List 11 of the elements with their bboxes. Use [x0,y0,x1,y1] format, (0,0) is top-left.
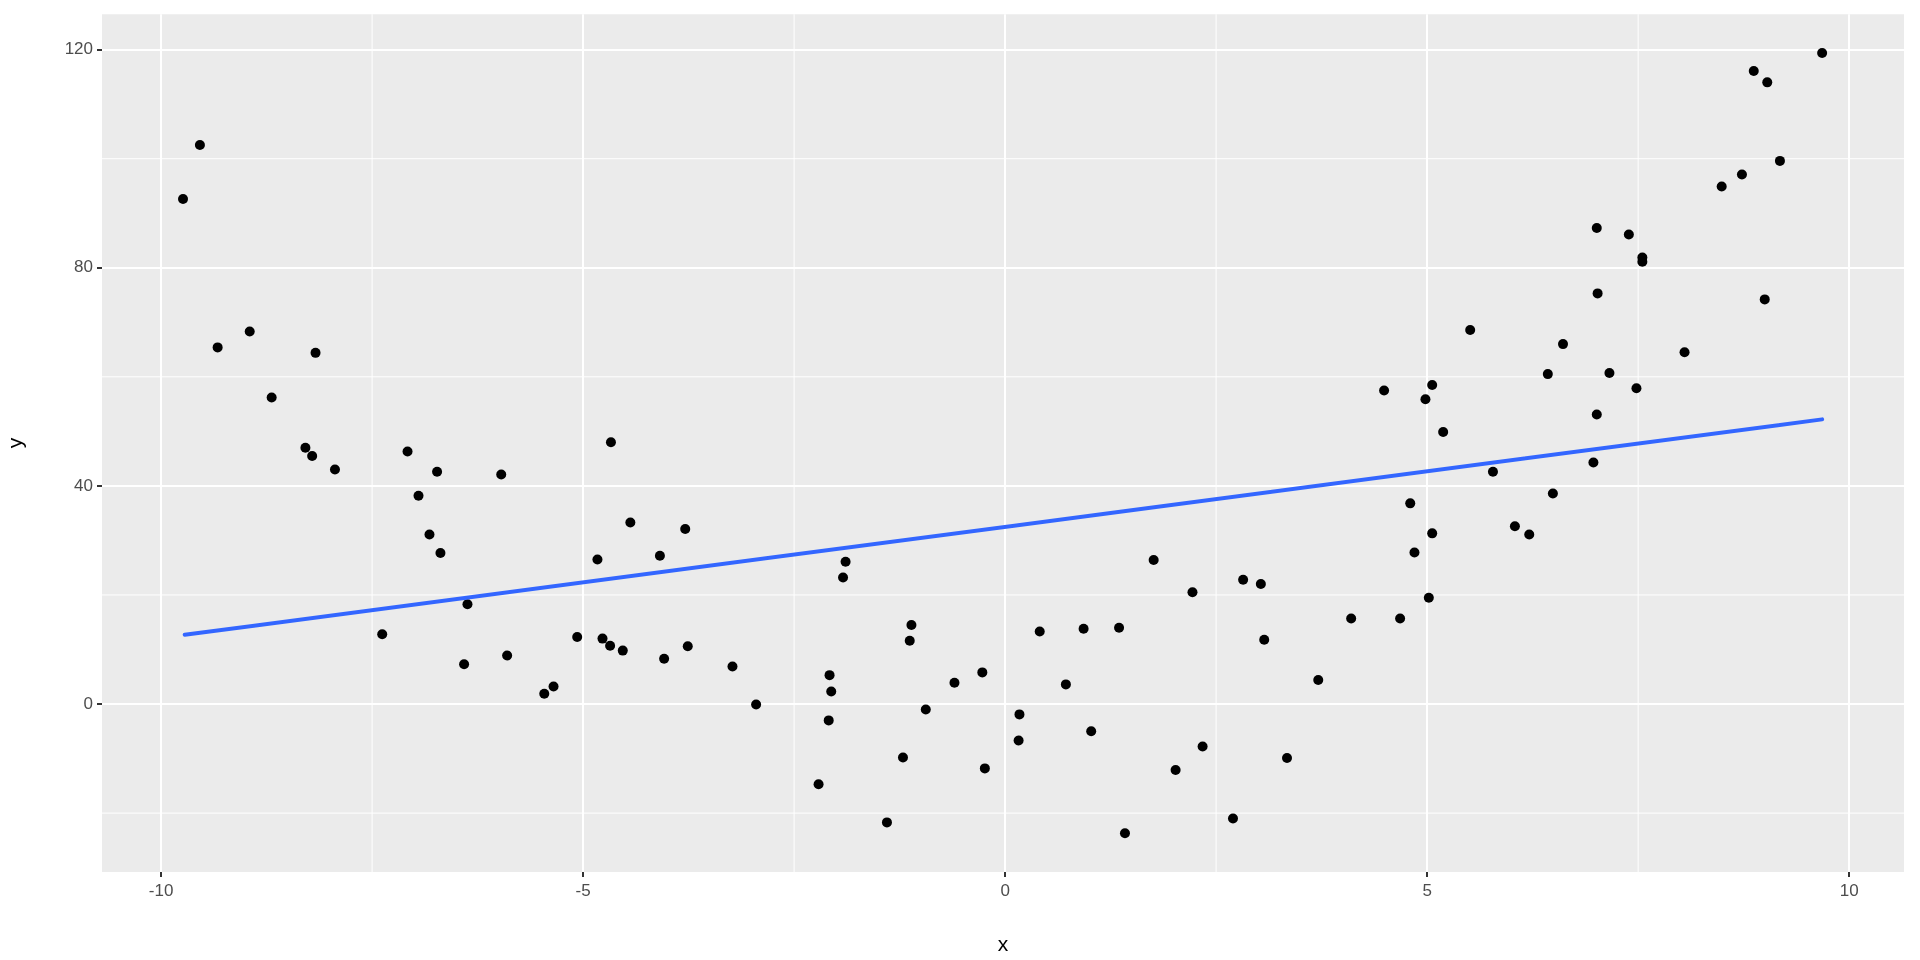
x-tick-label: 10 [1839,880,1859,900]
x-tick-label: -5 [575,880,591,900]
y-axis-title: y [3,437,27,449]
x-tick-label: 5 [1422,880,1432,900]
x-axis-title: x [997,932,1009,956]
y-tick-label: 40 [74,475,93,495]
x-tick-label: 0 [1000,880,1010,900]
y-tick-label: 120 [64,39,93,59]
x-tick-label: -10 [148,880,174,900]
y-tick-label: 0 [83,693,93,713]
y-tick-label: 80 [74,257,93,277]
